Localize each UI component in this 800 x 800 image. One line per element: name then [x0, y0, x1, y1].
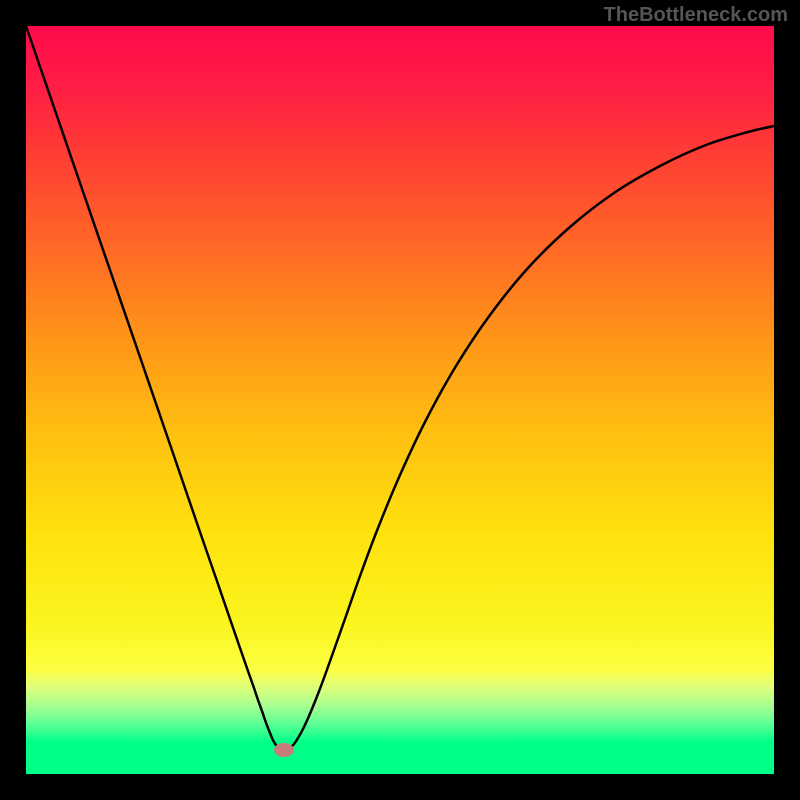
optimal-point-marker — [274, 743, 294, 757]
bottleneck-chart — [0, 0, 800, 800]
chart-background — [26, 26, 774, 774]
chart-container: TheBottleneck.com — [0, 0, 800, 800]
watermark-text: TheBottleneck.com — [604, 4, 788, 27]
